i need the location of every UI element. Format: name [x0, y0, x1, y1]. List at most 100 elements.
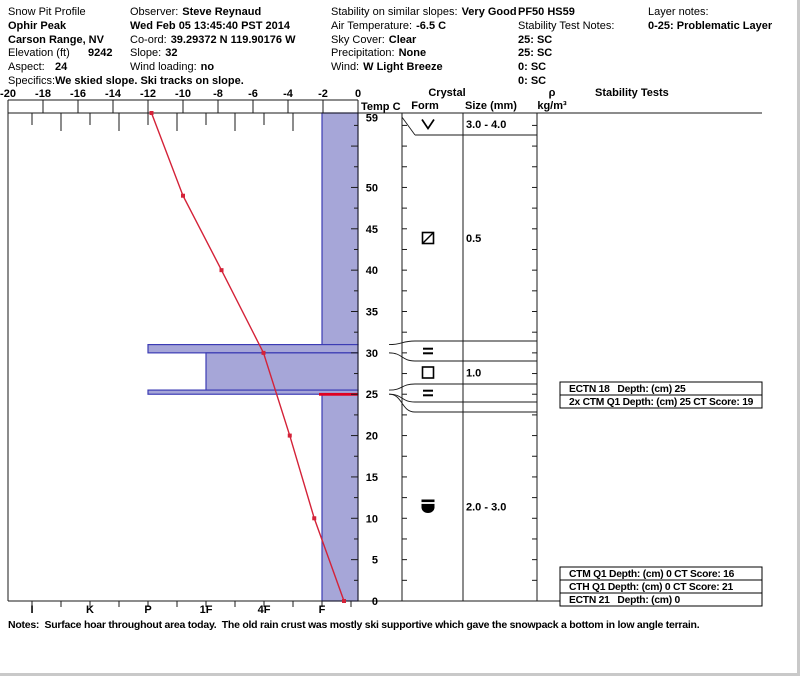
stability-test-result: ECTN 18 Depth: (cm) 25 [569, 384, 686, 395]
temp-tick-label: 0 [355, 88, 361, 100]
site-info-block: Snow Pit Profile Ophir Peak Carson Range… [8, 6, 244, 89]
stability-test-result: 2x CTM Q1 Depth: (cm) 25 CT Score: 19 [569, 397, 754, 408]
hardness-bar [205, 352, 359, 391]
grain-size-value: 3.0 - 4.0 [466, 119, 506, 131]
form-header: Form [411, 100, 439, 112]
hardness-bar [321, 393, 359, 602]
conditions-block: Stability on similar slopes: Very Good Ai… [331, 6, 517, 75]
grain-size-value: 1.0 [466, 368, 481, 380]
site-range: Carson Range, NV [8, 33, 104, 46]
sky-row: Sky Cover: Clear [331, 34, 517, 48]
stability-test-result: CTM Q1 Depth: (cm) 0 CT Score: 16 [569, 569, 735, 580]
observation-block: Observer: Steve Reynaud Wed Feb 05 13:45:… [130, 6, 295, 75]
air-temp-row: Air Temperature: -6.5 C [331, 20, 517, 34]
test-note-item: 25: SC [518, 47, 553, 60]
layer-notes-label: Layer notes: [648, 6, 709, 18]
wind-row: Wind: W Light Breeze [331, 61, 517, 75]
temperature-point [219, 268, 224, 273]
stability-tests-header: Stability Tests [595, 87, 669, 99]
slope-value: 32 [165, 47, 178, 60]
specifics-row: Specifics:We skied slope. Ski tracks on … [8, 75, 244, 89]
test-note-item: 0: SC [518, 74, 547, 87]
wind-value: W Light Breeze [363, 61, 443, 74]
ice-symbol [423, 389, 433, 397]
size-header: Size (mm) [465, 100, 517, 112]
air-temp-label: Air Temperature: [331, 19, 413, 32]
page-edge-bottom [0, 673, 800, 676]
precip-row: Precipitation: None [331, 47, 517, 61]
pf-hs-value: PF50 HS59 [518, 6, 575, 18]
crystal-header: Crystal [428, 87, 465, 99]
observer-label: Observer: [130, 6, 179, 18]
test-notes-label: Stability Test Notes: [518, 19, 615, 32]
grain-size-value: 0.5 [466, 233, 481, 245]
test-note-item: 0: SC [518, 61, 547, 74]
depth-label: 50 [366, 182, 378, 194]
pit-summary-block: PF50 HS59 Stability Test Notes: 25: SC 2… [518, 6, 614, 89]
stability-value: Very Good [461, 6, 517, 18]
observer-row: Observer: Steve Reynaud [130, 6, 295, 20]
stability-test-box [559, 592, 763, 607]
crust-symbol [421, 499, 435, 513]
layer-connector-curve [388, 393, 416, 413]
wind-loading-label: Wind loading: [130, 61, 197, 74]
depth-label: 0 [372, 596, 378, 608]
layer-connector-curve [401, 116, 416, 136]
temp-tick-label: -14 [105, 88, 122, 100]
depth-label: 40 [366, 265, 378, 277]
wind-loading-row: Wind loading: no [130, 61, 295, 75]
observer-value: Steve Reynaud [182, 6, 262, 18]
slope-label: Slope: [130, 47, 162, 60]
precip-label: Precipitation: [331, 47, 395, 60]
temp-tick-label: -10 [175, 88, 191, 100]
temperature-point [342, 599, 346, 603]
datetime: Wed Feb 05 13:45:40 PST 2014 [130, 19, 290, 32]
depth-label: 15 [366, 472, 378, 484]
temp-tick-label: -4 [283, 88, 294, 100]
hardness-label: I [30, 604, 33, 616]
elevation-label: Elevation (ft) [8, 47, 70, 60]
slope-row: Slope: 32 [130, 47, 295, 61]
flagged-layer-line [319, 392, 358, 396]
precip-value: None [398, 47, 427, 60]
temperature-point [287, 433, 292, 438]
temperature-point [312, 516, 317, 521]
surface-hoar-symbol [421, 119, 435, 131]
temperature-point [261, 350, 266, 355]
depth-label: 20 [366, 431, 378, 443]
layer-connector-curve [388, 352, 416, 362]
test-note-item: 25: SC [518, 33, 553, 46]
sky-label: Sky Cover: [331, 33, 385, 46]
depth-label: 35 [366, 307, 378, 319]
depth-label: 10 [366, 513, 378, 525]
depth-label: 45 [366, 224, 378, 236]
layer-connector-curve [388, 383, 416, 391]
aspect-row: Aspect: 24 [8, 61, 244, 75]
wind-loading-value: no [200, 61, 215, 74]
coord-value: 39.29372 N 119.90176 W [170, 33, 296, 46]
elevation-value: 9242 [88, 47, 113, 60]
hardness-bar [147, 343, 359, 354]
density-header: ρ [549, 87, 556, 99]
temp-tick-label: -16 [70, 88, 86, 100]
grain-size-value: 2.0 - 3.0 [466, 502, 506, 514]
page-title: Snow Pit Profile [8, 6, 86, 18]
specifics-value: We skied slope. Ski tracks on slope. [55, 74, 244, 87]
hardness-label: 1F [200, 604, 213, 616]
wind-label: Wind: [331, 61, 360, 74]
temperature-point [149, 111, 154, 115]
notes-line: Notes: Surface hoar throughout area toda… [8, 619, 700, 631]
depth-label: 30 [366, 348, 378, 360]
specifics-label: Specifics: [8, 74, 56, 87]
sky-value: Clear [388, 33, 417, 46]
stability-test-box [559, 394, 763, 409]
temp-tick-label: -2 [318, 88, 328, 100]
hardness-label: P [144, 604, 151, 616]
stability-test-result: CTH Q1 Depth: (cm) 0 CT Score: 21 [569, 582, 733, 593]
site-name: Ophir Peak [8, 19, 67, 32]
temp-tick-label: -12 [140, 88, 156, 100]
temp-tick-label: -6 [248, 88, 258, 100]
page-edge-right [797, 0, 800, 676]
square-slash-symbol [421, 231, 435, 245]
